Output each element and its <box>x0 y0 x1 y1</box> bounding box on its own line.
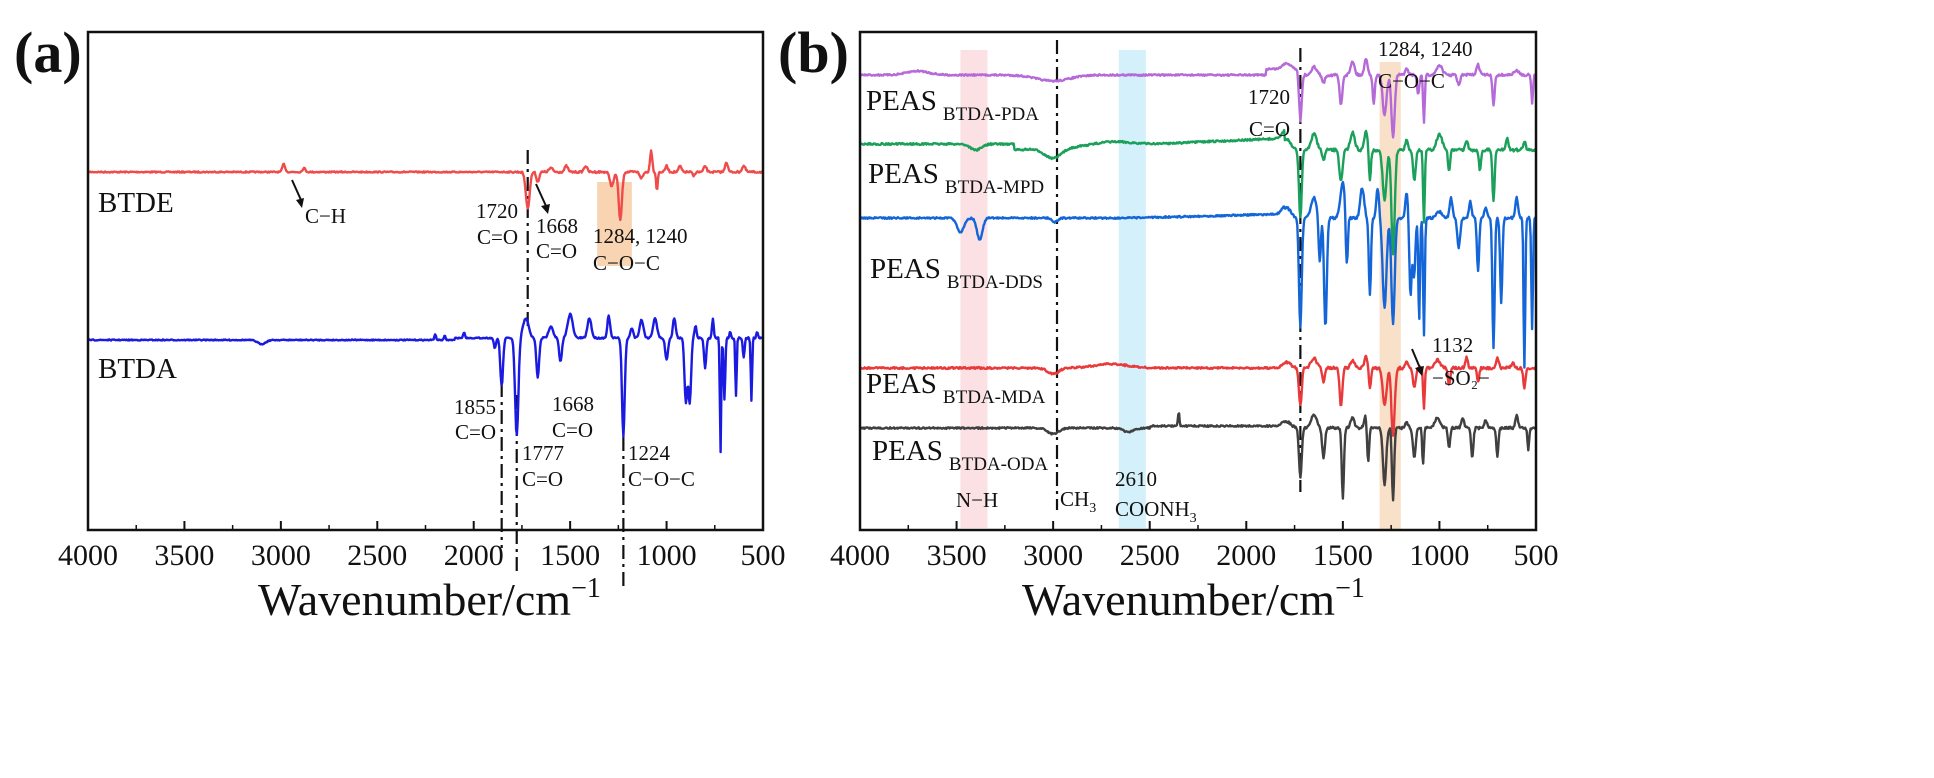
x-tick-label: 2000 <box>444 539 504 572</box>
series-line-btda <box>87 312 764 454</box>
panel-a-xlabel: Wavenumber/cm−1 <box>258 573 601 625</box>
x-tick-label: 3000 <box>1023 539 1083 572</box>
ann-b-nh: N−H <box>956 488 998 512</box>
ann-ch: C−H <box>305 204 346 228</box>
ann-coc: C−O−C <box>593 251 660 275</box>
ann-1668-b: 1668 <box>552 392 594 416</box>
x-tick-label: 1500 <box>1313 539 1373 572</box>
ann-b-1132: 1132 <box>1432 333 1473 357</box>
panel-b: (b) 4000 3500 3000 2500 2000 1500 1000 500 PEAS… <box>778 20 1559 625</box>
x-tick-label: 3000 <box>251 539 311 572</box>
x-tick-label: 3500 <box>927 539 987 572</box>
arrow-ch <box>291 179 302 201</box>
x-tick-label: 2500 <box>347 539 407 572</box>
x-tick-label: 4000 <box>58 539 118 572</box>
panel-b-x-tick-labels: 4000 3500 3000 2500 2000 1500 1000 500 <box>830 539 1559 572</box>
series-label-btde: BTDE <box>98 187 174 219</box>
ann-1668-b-co: C=O <box>552 418 593 442</box>
ann-1777: 1777 <box>522 441 564 465</box>
ann-1668: 1668 <box>536 214 578 238</box>
panel-b-xlabel: Wavenumber/cm−1 <box>1022 573 1365 625</box>
ann-1720: 1720 <box>476 199 518 223</box>
series-line-mda <box>859 354 1537 437</box>
x-tick-label: 2000 <box>1216 539 1276 572</box>
ann-1720-co: C=O <box>477 225 518 249</box>
ann-1668-co: C=O <box>536 239 577 263</box>
ann-b-2610: 2610 <box>1115 467 1157 491</box>
panel-a-label: (a) <box>14 20 82 85</box>
arrow-ch-head <box>296 198 304 208</box>
ann-1284-1240: 1284, 1240 <box>593 224 688 248</box>
ann-1777-co: C=O <box>522 467 563 491</box>
series-line-oda <box>859 412 1537 502</box>
series-label-dds: PEAS BTDA-DDS <box>870 253 1043 293</box>
series-label-btda: BTDA <box>98 353 177 385</box>
x-tick-label: 500 <box>741 539 786 572</box>
ann-b-so2: −SO₂− <box>1432 366 1490 390</box>
arrow-1132 <box>1411 348 1421 369</box>
x-tick-label: 1000 <box>637 539 697 572</box>
series-label-mpd: PEAS BTDA-MPD <box>868 158 1044 198</box>
ann-1224: 1224 <box>628 441 671 465</box>
panel-a-x-ticks <box>87 521 764 530</box>
panel-a: (a) 4000 3500 3000 2500 2000 1500 1000 500 BTDE… <box>14 20 786 625</box>
x-tick-label: 1000 <box>1409 539 1469 572</box>
series-line-dds <box>859 180 1537 369</box>
panel-b-label: (b) <box>778 20 849 85</box>
a-band-coc <box>597 182 632 266</box>
arrow-1668 <box>535 183 547 207</box>
panel-a-x-tick-labels: 4000 3500 3000 2500 2000 1500 1000 500 <box>58 539 786 572</box>
arrow-1132-head <box>1415 366 1424 376</box>
ann-b-1720-co: C=O <box>1249 117 1290 141</box>
ann-1224-coc: C−O−C <box>628 467 695 491</box>
ann-1855-co: C=O <box>455 420 496 444</box>
series-line-pda <box>859 57 1537 139</box>
ann-b-ch3: CH3 <box>1060 487 1096 516</box>
b-band-nh <box>960 50 988 528</box>
b-band-coonh3 <box>1118 50 1146 528</box>
x-tick-label: 500 <box>1514 539 1559 572</box>
series-label-pda: PEAS BTDA-PDA <box>866 85 1039 125</box>
series-line-mpd <box>859 128 1538 256</box>
ann-b-1720: 1720 <box>1248 85 1290 109</box>
x-tick-label: 4000 <box>830 539 890 572</box>
arrow-1668-head <box>541 204 550 214</box>
series-line-btde <box>87 149 764 222</box>
x-tick-label: 2500 <box>1120 539 1180 572</box>
ann-1855: 1855 <box>454 395 496 419</box>
x-tick-label: 3500 <box>154 539 214 572</box>
x-tick-label: 1500 <box>540 539 600 572</box>
ann-b-1284-1240: 1284, 1240 <box>1378 37 1473 61</box>
panel-b-x-ticks <box>859 521 1537 530</box>
series-label-mda: PEAS BTDA-MDA <box>866 368 1046 408</box>
ann-b-coonh3: COONH3 <box>1115 497 1197 526</box>
ann-b-coc: C−O−C <box>1378 69 1445 93</box>
series-label-oda: PEAS BTDA-ODA <box>872 435 1048 475</box>
